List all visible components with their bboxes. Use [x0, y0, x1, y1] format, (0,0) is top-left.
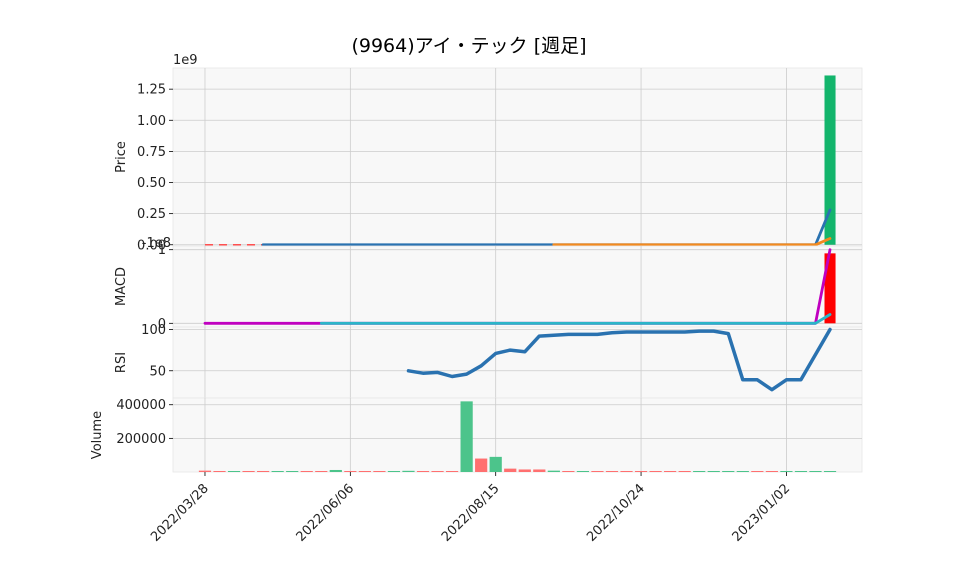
volume-bar: [809, 471, 822, 472]
volume-bar: [460, 401, 473, 472]
volume-bar: [693, 471, 706, 472]
price-ytick-label: 0.00: [137, 238, 166, 253]
volume-bar: [533, 469, 546, 472]
price-ytick-label: 0.75: [137, 145, 166, 160]
volume-bar: [794, 471, 808, 472]
price-series-line-1: [552, 237, 832, 247]
rsi-panel: 50 100 RSI: [114, 323, 863, 399]
macd-ylabel: MACD: [114, 267, 129, 306]
volume-bar: [605, 471, 619, 472]
volume-bar: [751, 471, 764, 472]
volume-bar: [489, 456, 502, 472]
price-ytick-label: 0.50: [137, 176, 166, 191]
volume-bar: [562, 471, 575, 472]
rsi-ylabel: RSI: [114, 352, 129, 373]
macd-histogram-bar: [824, 253, 836, 324]
volume-bar: [416, 471, 430, 472]
volume-bar: [198, 470, 212, 472]
volume-bar: [591, 471, 604, 472]
volume-bar: [518, 469, 531, 472]
panels: 0.00 0.25 0.50 0.75 1.00 1.25 Price 1e9 0 1 MACD -1…: [90, 53, 863, 473]
volume-bar: [664, 471, 677, 472]
volume-panel: 200000 400000 Volume: [90, 397, 863, 473]
volume-bar: [242, 471, 255, 472]
x-tick-label: 2023/01/02: [730, 481, 794, 545]
price-offset-text: 1e9: [173, 53, 198, 68]
volume-bar: [475, 458, 488, 472]
volume-background: [172, 397, 863, 473]
macd-offset-text: -1e8: [142, 236, 171, 251]
price-ytick-label: 1.00: [137, 114, 166, 129]
volume-bar: [213, 471, 226, 472]
volume-bar: [707, 471, 720, 472]
volume-bar: [576, 470, 590, 472]
volume-bar: [329, 469, 342, 472]
volume-bar: [678, 471, 691, 472]
x-axis: 2022/03/28 2022/06/06 2022/08/15 2022/10/24…: [148, 472, 793, 545]
rsi-background: [172, 326, 863, 399]
macd-ytick-label: 0: [158, 317, 166, 332]
volume-bar: [402, 470, 415, 472]
x-tick-label: 2022/06/06: [294, 481, 358, 545]
volume-bar: [300, 471, 313, 472]
volume-bar: [315, 471, 328, 472]
volume-bar: [823, 471, 837, 472]
rsi-series-line-0: [406, 327, 832, 392]
rsi-ytick-label: 100: [141, 323, 166, 338]
volume-bar: [722, 471, 735, 472]
volume-bar: [634, 471, 648, 472]
volume-ylabel: Volume: [90, 411, 105, 459]
price-ylabel: Price: [114, 141, 129, 173]
volume-bar: [271, 471, 284, 472]
macd-series-line-1: [319, 313, 832, 325]
volume-bar: [358, 471, 371, 472]
volume-bar: [227, 471, 241, 472]
x-tick-label: 2022/08/15: [439, 481, 503, 545]
volume-bar: [373, 471, 386, 472]
price-background: [172, 67, 863, 247]
volume-bar: [344, 471, 357, 472]
volume-ytick-label: 200000: [116, 432, 166, 447]
rsi-ytick-label: 50: [149, 364, 166, 379]
macd-ytick-label: 1: [158, 243, 166, 258]
volume-bar: [620, 471, 633, 472]
volume-ytick-label: 400000: [116, 398, 166, 413]
volume-bar: [649, 471, 662, 472]
x-tick-label: 2022/10/24: [584, 481, 648, 545]
volume-bar: [780, 471, 793, 472]
price-ytick-label: 1.25: [137, 83, 166, 98]
volume-bar: [431, 471, 444, 472]
macd-background: [172, 245, 863, 328]
volume-bar: [547, 470, 560, 472]
price-candle: [824, 75, 836, 245]
price-ytick-label: 0.25: [137, 207, 166, 222]
volume-bar: [736, 471, 749, 472]
volume-bar: [445, 471, 459, 472]
volume-bar: [765, 471, 778, 472]
macd-panel: 0 1 MACD -1e8: [114, 236, 863, 332]
volume-bar: [286, 471, 299, 472]
volume-bar: [504, 468, 517, 472]
volume-bar: [257, 470, 270, 472]
chart-title: (9964)アイ・テック [週足]: [351, 35, 586, 57]
volume-bar: [387, 471, 401, 472]
price-panel: 0.00 0.25 0.50 0.75 1.00 1.25 Price 1e9: [114, 53, 863, 253]
x-tick-label: 2022/03/28: [148, 481, 212, 545]
